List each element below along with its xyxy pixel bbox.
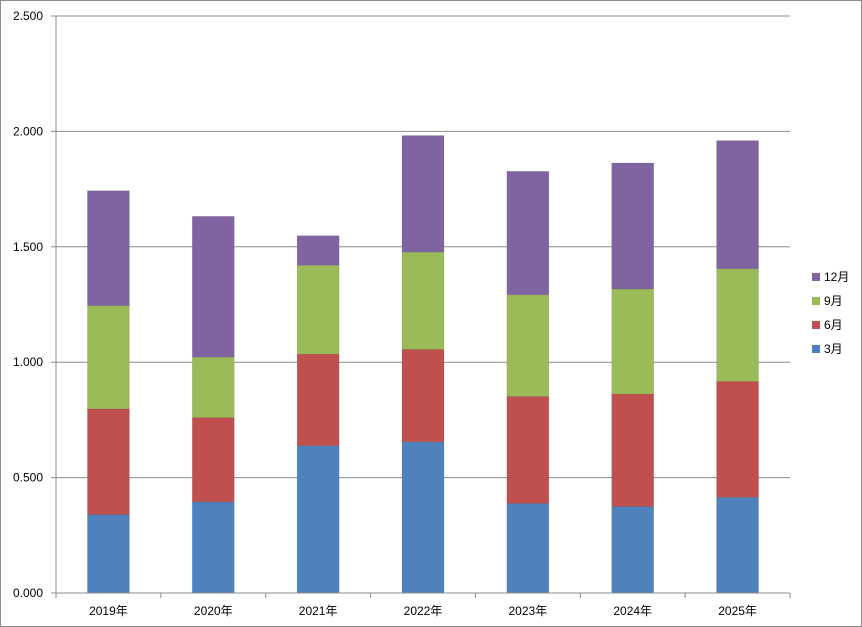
bar-segment-2020年-9月 [191, 356, 235, 418]
bar-segment-2023年-6月 [506, 396, 550, 504]
bar-segment-2021年-9月 [296, 264, 340, 355]
legend-label: 3月 [824, 342, 843, 356]
bar-segment-2023年-9月 [506, 294, 550, 397]
bar-segment-2025年-9月 [716, 268, 759, 382]
bar-segment-2022年-6月 [401, 349, 445, 443]
bar-segment-2019年-12月 [87, 190, 130, 306]
x-tick-label: 2025年 [718, 604, 757, 618]
legend-swatch-12月 [812, 273, 820, 281]
bar-segment-2025年-3月 [716, 496, 759, 594]
bar-segment-2025年-12月 [716, 140, 759, 270]
bar-segment-2024年-3月 [611, 506, 655, 594]
legend-swatch-9月 [812, 297, 820, 305]
bar-segment-2022年-3月 [401, 441, 445, 594]
y-tick-label: 2.500 [13, 9, 43, 23]
x-tick-labels: 2019年 2020年 2021年 2022年 2023年 2024年 2025年 [89, 604, 757, 618]
bar-segment-2020年-12月 [191, 216, 235, 358]
bar-segment-2023年-12月 [506, 171, 550, 296]
bar-segment-2024年-12月 [611, 162, 655, 290]
y-tick-label: 1.000 [13, 355, 43, 369]
legend-swatch-3月 [812, 345, 820, 353]
bars [87, 135, 759, 594]
y-tick-labels: 0.000 0.500 1.000 1.500 2.000 2.500 [13, 9, 43, 600]
x-tick-label: 2019年 [89, 604, 128, 618]
y-tick-label: 0.500 [13, 471, 43, 485]
bar-segment-2022年-9月 [401, 251, 445, 350]
y-tick-label: 1.500 [13, 240, 43, 254]
x-tick-label: 2023年 [509, 604, 548, 618]
y-tick-label: 0.000 [13, 586, 43, 600]
bar-segment-2023年-3月 [506, 503, 550, 594]
x-tick-label: 2024年 [613, 604, 652, 618]
bar-segment-2020年-6月 [191, 417, 235, 503]
legend-label: 6月 [824, 318, 843, 332]
bar-segment-2021年-6月 [296, 353, 340, 447]
bar-segment-2024年-9月 [611, 288, 655, 395]
bar-segment-2019年-9月 [87, 305, 130, 410]
bar-segment-2020年-3月 [191, 501, 235, 594]
legend-swatch-6月 [812, 321, 820, 329]
bar-segment-2021年-12月 [296, 235, 340, 266]
x-tick-label: 2021年 [299, 604, 338, 618]
axes [51, 15, 791, 598]
y-tick-label: 2.000 [13, 124, 43, 138]
bar-segment-2019年-6月 [87, 408, 130, 515]
bar-segment-2019年-3月 [87, 514, 130, 594]
legend-label: 12月 [824, 270, 849, 284]
legend: 12月 9月 6月 3月 [812, 270, 849, 356]
x-tick-label: 2022年 [404, 604, 443, 618]
x-tick-label: 2020年 [194, 604, 233, 618]
bar-segment-2021年-3月 [296, 445, 340, 594]
bar-segment-2022年-12月 [401, 135, 445, 253]
bar-segment-2024年-6月 [611, 393, 655, 507]
legend-label: 9月 [824, 294, 843, 308]
bar-segment-2025年-6月 [716, 381, 759, 498]
